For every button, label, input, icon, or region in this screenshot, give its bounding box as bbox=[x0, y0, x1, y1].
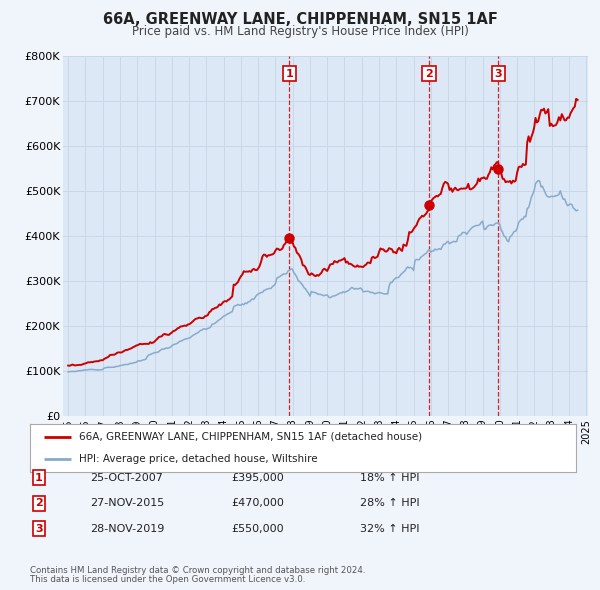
Text: 18% ↑ HPI: 18% ↑ HPI bbox=[360, 473, 419, 483]
Text: 28% ↑ HPI: 28% ↑ HPI bbox=[360, 499, 419, 508]
Text: 25-OCT-2007: 25-OCT-2007 bbox=[90, 473, 163, 483]
Text: 2: 2 bbox=[425, 68, 433, 78]
Text: 66A, GREENWAY LANE, CHIPPENHAM, SN15 1AF: 66A, GREENWAY LANE, CHIPPENHAM, SN15 1AF bbox=[103, 12, 497, 27]
Text: £470,000: £470,000 bbox=[231, 499, 284, 508]
Text: 1: 1 bbox=[286, 68, 293, 78]
Text: £395,000: £395,000 bbox=[231, 473, 284, 483]
Text: HPI: Average price, detached house, Wiltshire: HPI: Average price, detached house, Wilt… bbox=[79, 454, 318, 464]
Text: Price paid vs. HM Land Registry's House Price Index (HPI): Price paid vs. HM Land Registry's House … bbox=[131, 25, 469, 38]
Text: 1: 1 bbox=[35, 473, 43, 483]
Text: This data is licensed under the Open Government Licence v3.0.: This data is licensed under the Open Gov… bbox=[30, 575, 305, 584]
Text: 32% ↑ HPI: 32% ↑ HPI bbox=[360, 524, 419, 533]
Text: 3: 3 bbox=[35, 524, 43, 533]
Text: Contains HM Land Registry data © Crown copyright and database right 2024.: Contains HM Land Registry data © Crown c… bbox=[30, 566, 365, 575]
Text: 66A, GREENWAY LANE, CHIPPENHAM, SN15 1AF (detached house): 66A, GREENWAY LANE, CHIPPENHAM, SN15 1AF… bbox=[79, 432, 422, 442]
Text: 27-NOV-2015: 27-NOV-2015 bbox=[90, 499, 164, 508]
Text: 3: 3 bbox=[494, 68, 502, 78]
Text: 28-NOV-2019: 28-NOV-2019 bbox=[90, 524, 164, 533]
Text: £550,000: £550,000 bbox=[231, 524, 284, 533]
Text: 2: 2 bbox=[35, 499, 43, 508]
